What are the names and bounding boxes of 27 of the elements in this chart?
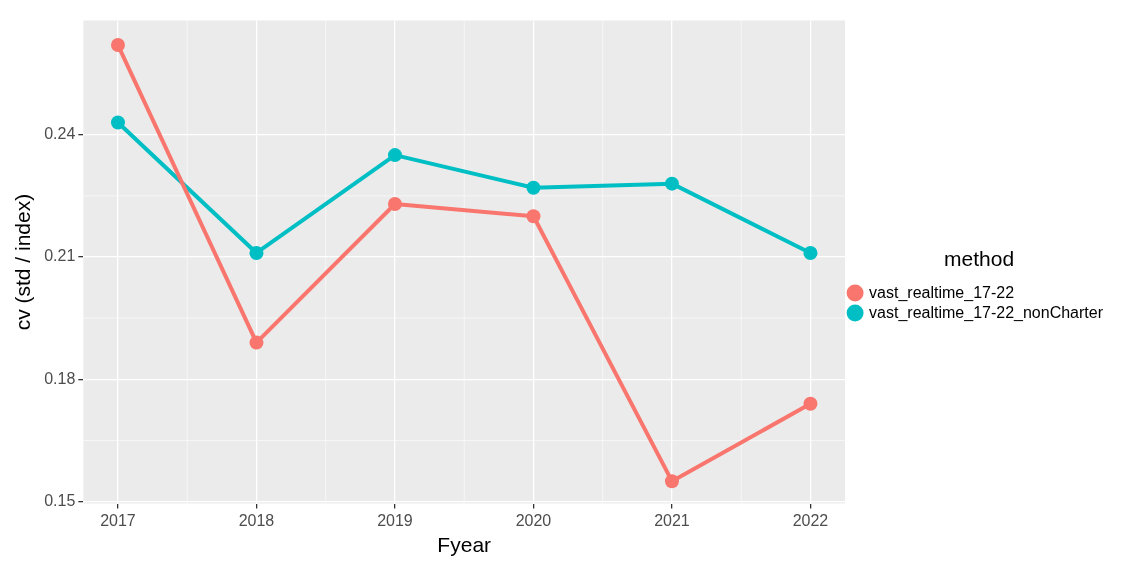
point xyxy=(803,245,818,260)
legend-label: vast_realtime_17-22_nonCharter xyxy=(869,303,1104,322)
point xyxy=(387,148,402,163)
point xyxy=(526,209,541,224)
x-tick-label: 2019 xyxy=(377,511,413,529)
point xyxy=(664,474,679,489)
x-tick-label: 2020 xyxy=(515,511,552,529)
legend-title: method xyxy=(944,247,1015,271)
point xyxy=(110,38,125,53)
x-tick-label: 2022 xyxy=(792,511,829,529)
y-axis-title: cv (std / index) xyxy=(11,193,35,331)
x-tick-label: 2017 xyxy=(100,511,136,529)
point xyxy=(526,180,541,195)
point xyxy=(803,396,818,411)
y-tick-label: 0.15 xyxy=(44,491,76,509)
point xyxy=(249,245,264,260)
y-tick-label: 0.24 xyxy=(44,125,76,143)
point xyxy=(110,115,125,130)
point xyxy=(664,176,679,191)
point xyxy=(387,197,402,212)
y-tick-label: 0.21 xyxy=(44,247,76,265)
point xyxy=(249,335,264,350)
x-tick-label: 2021 xyxy=(654,511,690,529)
y-tick-label: 0.18 xyxy=(44,369,76,387)
x-tick-label: 2018 xyxy=(238,511,275,529)
legend-label: vast_realtime_17-22 xyxy=(869,283,1015,302)
x-axis-title: Fyear xyxy=(437,533,492,557)
